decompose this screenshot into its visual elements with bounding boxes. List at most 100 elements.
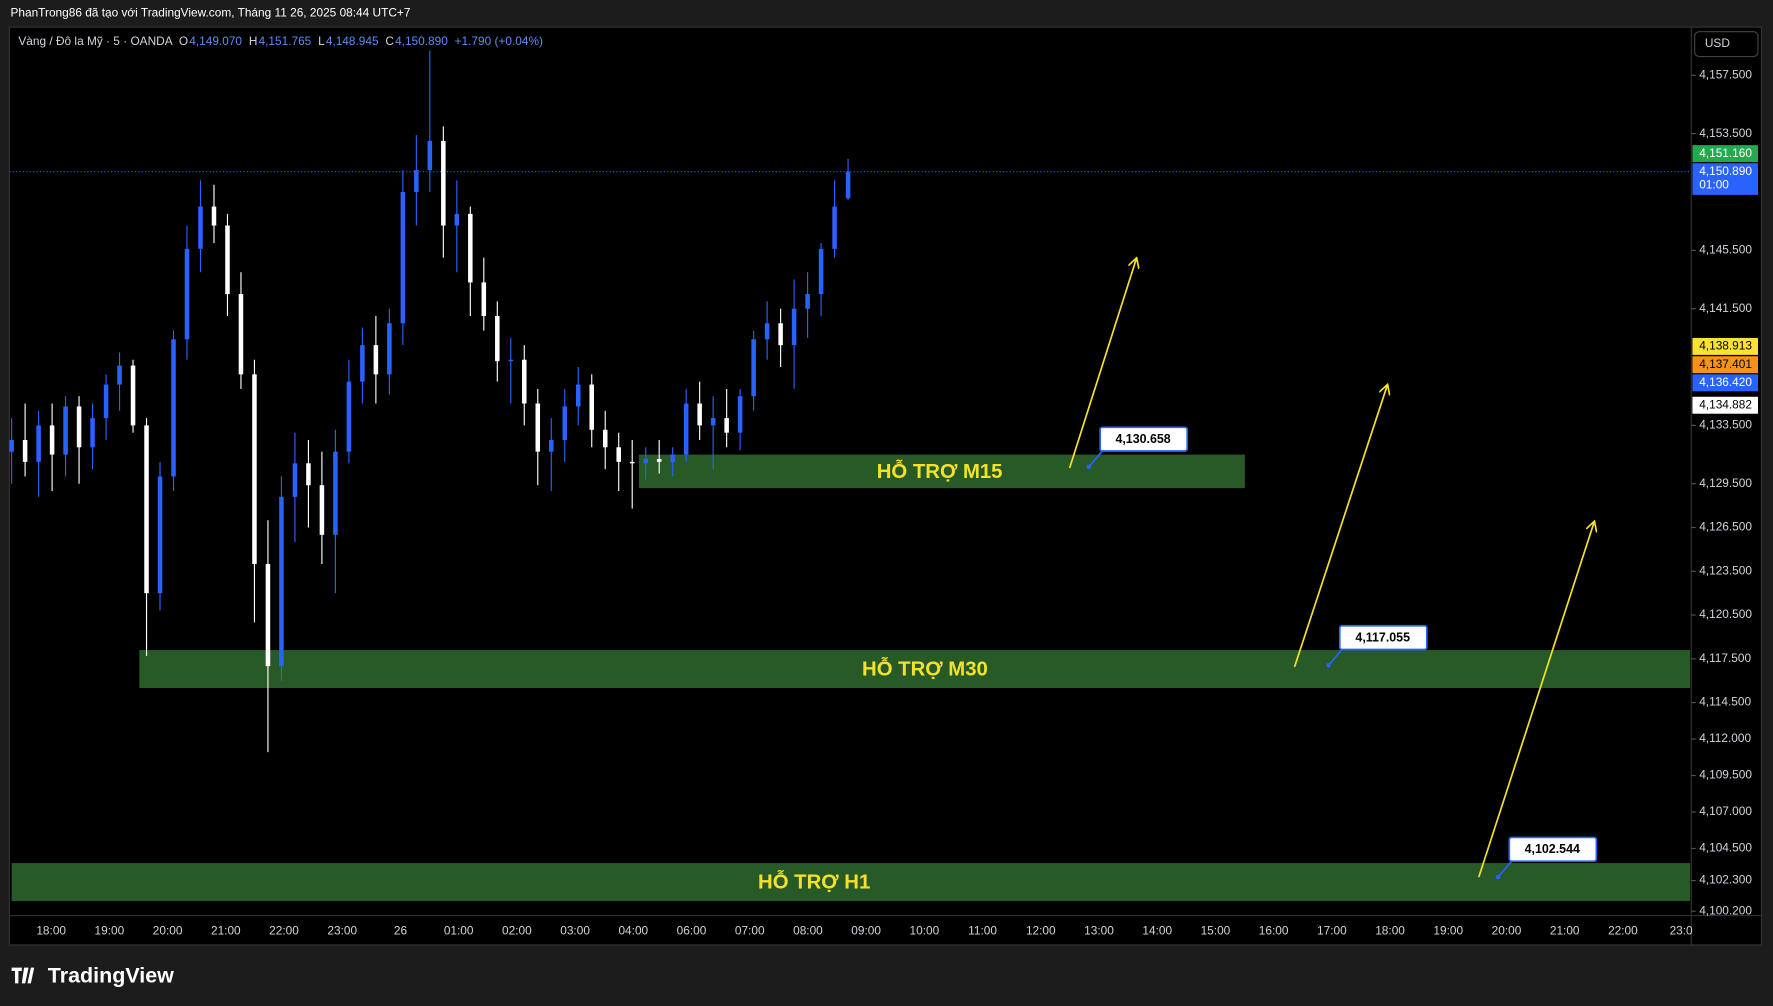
- ohlc-value: 4,150.890: [395, 34, 448, 48]
- y-tick-label: 4,102.300: [1699, 873, 1752, 887]
- callout-point: [1495, 874, 1501, 880]
- countdown: 01:00: [1699, 177, 1729, 191]
- x-tick-label: 19:00: [95, 924, 125, 938]
- candle-body: [198, 206, 203, 249]
- ohlc-value: 4,151.765: [259, 34, 312, 48]
- x-tick-label: 10:00: [910, 924, 940, 938]
- candle-body: [306, 463, 311, 486]
- x-tick-label: 20:00: [1492, 924, 1522, 938]
- callout-box: [1508, 836, 1598, 863]
- candle-body: [562, 406, 568, 440]
- candle-body: [63, 406, 68, 455]
- x-tick-label: 16:00: [1259, 924, 1289, 938]
- callout-leader: [1327, 648, 1343, 666]
- ohlc-key: O: [179, 34, 188, 48]
- ohlc-value: 4,148.945: [326, 34, 379, 48]
- candle-body: [683, 403, 689, 455]
- symbol: Vàng / Đô la Mỹ · 5 · OANDA: [18, 34, 172, 48]
- y-tick-label: 4,112.000: [1699, 731, 1751, 745]
- currency-button[interactable]: [1694, 31, 1759, 58]
- zone-label: HỖ TRỢ H1: [758, 870, 870, 894]
- candle-body: [76, 406, 82, 448]
- x-tick-label: 22:00: [269, 924, 299, 938]
- candle-body: [602, 429, 608, 448]
- candle-body: [117, 365, 122, 385]
- x-tick-label: 06:00: [677, 924, 707, 938]
- candle-body: [373, 345, 379, 375]
- candle-body: [670, 454, 675, 462]
- x-tick-label: 21:00: [1550, 924, 1580, 938]
- candle-body: [764, 323, 770, 340]
- candle-body: [778, 323, 783, 346]
- candle-body: [9, 439, 14, 452]
- candle-body: [90, 418, 95, 448]
- candle-body: [495, 315, 500, 362]
- candle-body: [616, 447, 621, 462]
- candle-body: [414, 170, 419, 192]
- candle-body: [252, 374, 257, 564]
- y-tick-label: 4,133.500: [1699, 418, 1752, 432]
- candle-body: [589, 384, 594, 430]
- x-tick-label: 23:00: [327, 924, 357, 938]
- price-badge-label: 4,137.401: [1699, 357, 1752, 371]
- y-tick-label: 4,145.500: [1699, 242, 1752, 256]
- caption: PhanTrong86 đã tạo với TradingView.com, …: [10, 6, 410, 20]
- x-tick-label: 03:00: [560, 924, 590, 938]
- candle-body: [279, 496, 284, 667]
- candle-body: [522, 359, 527, 404]
- candle-body: [643, 458, 648, 464]
- price-badge-label: 4,136.420: [1699, 375, 1752, 389]
- x-tick-label: 19:00: [1433, 924, 1463, 938]
- y-tick-label: 4,104.500: [1699, 841, 1752, 855]
- callout-box: [1338, 624, 1428, 651]
- y-tick-label: 4,117.500: [1699, 651, 1751, 665]
- candle-body: [144, 425, 149, 594]
- zone-label: HỖ TRỢ M15: [877, 459, 1003, 483]
- candle-body: [629, 461, 635, 464]
- candle-body: [49, 425, 55, 455]
- candle-body: [791, 308, 797, 346]
- candle-body: [805, 294, 810, 309]
- x-tick-label: 18:00: [1375, 924, 1405, 938]
- callout-leader: [1088, 450, 1104, 468]
- candle-body: [535, 403, 541, 452]
- y-tick-label: 4,109.500: [1699, 768, 1752, 782]
- candle-body: [508, 359, 514, 362]
- price-badge: [1692, 374, 1758, 392]
- candle-body: [238, 294, 244, 375]
- price-badge: [1692, 163, 1758, 195]
- y-tick-label: 4,157.500: [1699, 67, 1752, 81]
- candle-body: [225, 225, 230, 295]
- candle-body: [710, 418, 716, 426]
- y-tick-label: 4,141.500: [1699, 301, 1752, 315]
- support-zone: [11, 863, 1691, 901]
- price-badge: [1692, 337, 1758, 355]
- candle-body: [171, 339, 176, 477]
- candle-body: [832, 206, 837, 249]
- candle-body: [346, 381, 352, 452]
- y-tick-label: 4,126.500: [1699, 520, 1752, 534]
- x-tick-label: 13:00: [1084, 924, 1114, 938]
- x-tick-label: 22:00: [1608, 924, 1638, 938]
- x-tick-label: 12:00: [1026, 924, 1056, 938]
- x-tick-label: 21:00: [211, 924, 241, 938]
- ohlc-key: C: [385, 34, 394, 48]
- currency[interactable]: USD: [1705, 36, 1730, 50]
- ohlc-key: L: [318, 34, 325, 48]
- candle-body: [211, 206, 217, 226]
- x-tick-label: 26: [394, 924, 408, 938]
- candle-body: [427, 140, 433, 171]
- candle-body: [292, 463, 298, 497]
- x-tick-label: 18:00: [36, 924, 66, 938]
- x-tick-label: 08:00: [793, 924, 823, 938]
- price-badge-label: 4,150.890: [1699, 164, 1752, 178]
- callout-label: 4,130.658: [1115, 432, 1170, 446]
- x-tick-label: 15:00: [1201, 924, 1231, 938]
- callout-point: [1086, 464, 1092, 470]
- price-badge: [1692, 396, 1758, 414]
- candle-body: [845, 171, 851, 199]
- x-tick-label: 17:00: [1317, 924, 1347, 938]
- candle-body: [575, 384, 581, 407]
- ohlc-value: 4,149.070: [189, 34, 242, 48]
- x-tick-label: 04:00: [618, 924, 648, 938]
